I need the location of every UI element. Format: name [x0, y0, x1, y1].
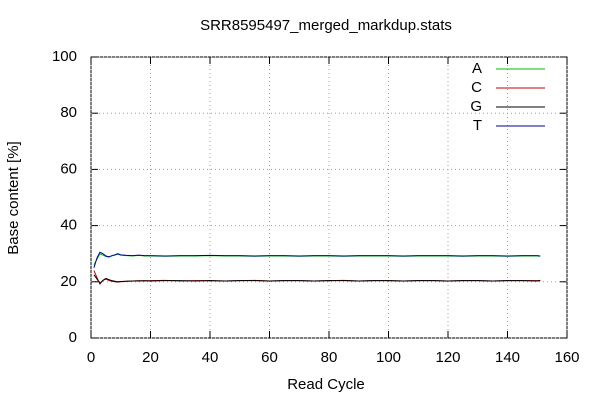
chart-title: SRR8595497_merged_markdup.stats — [200, 17, 452, 34]
x-axis-label: Read Cycle — [287, 376, 365, 393]
x-tick-label: 100 — [376, 349, 401, 366]
y-tick-label: 0 — [69, 329, 77, 346]
x-tick-label: 40 — [202, 349, 219, 366]
data-line — [93, 274, 541, 284]
x-tick-label: 120 — [435, 349, 460, 366]
y-axis-label: Base content [%] — [5, 141, 22, 254]
legend-label: A — [472, 60, 482, 77]
legend-label: G — [470, 98, 482, 115]
x-tick-label: 160 — [554, 349, 579, 366]
legend-label: C — [471, 79, 482, 96]
x-tick-label: 60 — [261, 349, 278, 366]
y-tick-label: 40 — [60, 217, 77, 234]
x-tick-label: 140 — [495, 349, 520, 366]
y-tick-label: 20 — [60, 273, 77, 290]
x-tick-label: 80 — [321, 349, 338, 366]
x-tick-label: 0 — [87, 349, 95, 366]
y-tick-label: 80 — [60, 104, 77, 121]
data-line — [93, 251, 541, 268]
y-tick-label: 100 — [52, 48, 77, 65]
y-tick-label: 60 — [60, 160, 77, 177]
x-tick-label: 20 — [142, 349, 159, 366]
data-line — [93, 270, 541, 285]
legend-label: T — [473, 117, 482, 134]
